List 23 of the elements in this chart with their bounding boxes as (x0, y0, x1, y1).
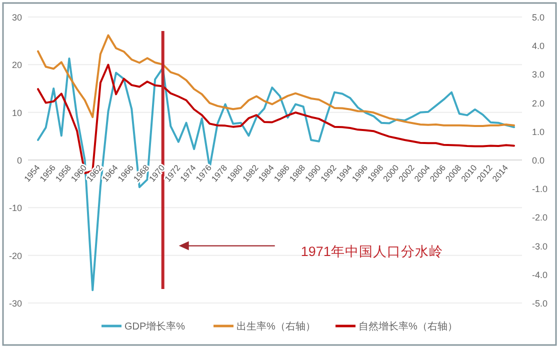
y-tick-label: 10 (12, 108, 22, 118)
y-tick-label: -20 (8, 250, 22, 261)
y2-tick-label: 0.0 (532, 156, 545, 166)
y2-tick-label: 1.0 (532, 126, 545, 137)
y2-tick-label: 5.0 (532, 12, 545, 22)
y2-tick-label: -1.0 (532, 184, 548, 194)
legend-label: 自然增长率%（右轴） (358, 320, 458, 332)
y2-tick-label: 3.0 (532, 70, 545, 80)
y-tick-label: 20 (12, 60, 22, 70)
y2-tick-label: -5.0 (532, 298, 548, 308)
y-tick-label: 0 (16, 156, 22, 166)
y-tick-label: -30 (8, 298, 22, 308)
y2-tick-label: -3.0 (532, 241, 548, 252)
y2-tick-label: -2.0 (532, 212, 548, 223)
y-tick-label: 30 (12, 12, 22, 22)
legend-label: 出生率%（右轴） (236, 320, 316, 332)
y2-tick-label: 4.0 (532, 41, 545, 52)
y2-tick-label: 2.0 (532, 98, 545, 108)
ref-line-label: 1971年中国人口分水岭 (300, 244, 443, 259)
line-series (37, 34, 515, 127)
y-tick-label: -10 (8, 203, 22, 214)
legend-label: GDP增长率% (124, 320, 186, 332)
y2-tick-label: -4.0 (532, 270, 548, 280)
